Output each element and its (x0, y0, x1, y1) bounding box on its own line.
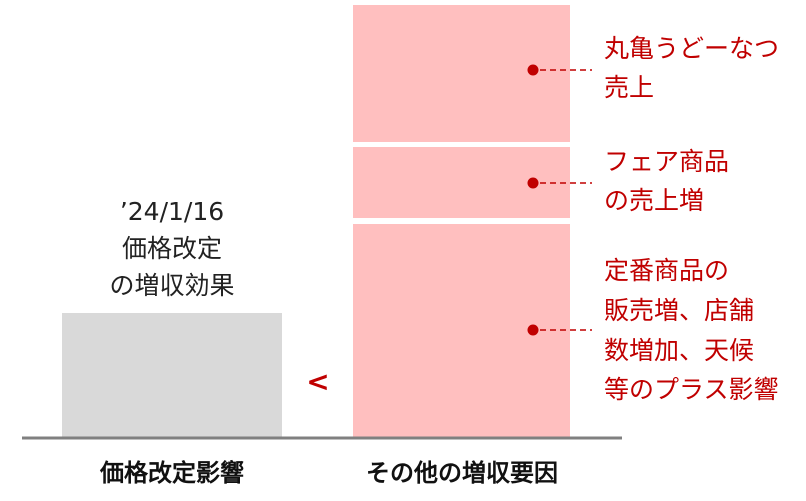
segment-label-line: 売上 (604, 73, 654, 102)
segment-label-line: の売上増 (604, 186, 704, 215)
callouts (527, 64, 592, 336)
segment-doughnut (353, 5, 570, 142)
segment-label-line: 販売増、店舗 (604, 296, 754, 325)
callout-dot (527, 177, 539, 189)
comparison-symbol: < (306, 365, 329, 398)
segment-label-line: フェア商品 (604, 147, 729, 176)
left-label-line: 価格改定 (122, 234, 222, 263)
callout-dot (527, 64, 539, 76)
right-caption: その他の増収要因 (366, 459, 558, 487)
segment-label-line: 等のプラス影響 (604, 375, 779, 404)
left-label-line: ’24/1/16 (120, 197, 224, 226)
left-label-line: の増収効果 (109, 271, 234, 300)
callout-dot (527, 324, 539, 336)
segment-label-line: 数増加、天候 (604, 336, 754, 365)
segment-label-line: 定番商品の (604, 256, 729, 285)
segment-label-line: 丸亀うどーなつ (604, 34, 779, 63)
price-revision-bar (62, 313, 282, 437)
left-caption: 価格改定影響 (99, 459, 244, 487)
